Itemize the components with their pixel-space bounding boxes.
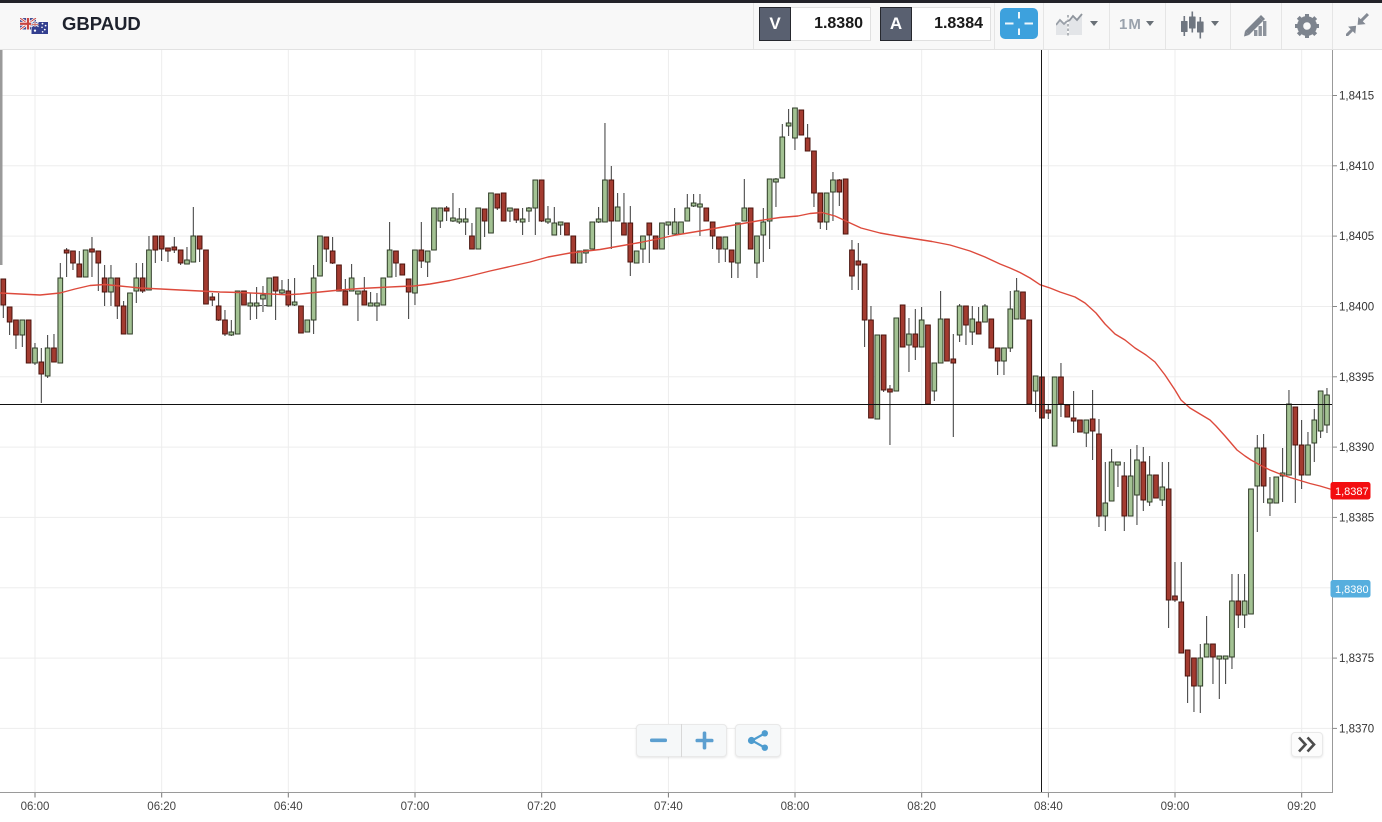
svg-text:07:20: 07:20	[527, 801, 556, 813]
svg-text:1,8385: 1,8385	[1339, 512, 1374, 524]
svg-text:1,8375: 1,8375	[1339, 653, 1374, 665]
svg-text:1,8405: 1,8405	[1339, 231, 1374, 243]
svg-text:06:20: 06:20	[147, 801, 176, 813]
svg-text:07:00: 07:00	[401, 801, 430, 813]
svg-text:06:00: 06:00	[21, 801, 50, 813]
svg-text:09:20: 09:20	[1287, 801, 1316, 813]
svg-text:1,8380: 1,8380	[1335, 584, 1369, 596]
svg-text:1,8370: 1,8370	[1339, 723, 1374, 735]
svg-text:1,8395: 1,8395	[1339, 372, 1374, 384]
svg-text:06:40: 06:40	[274, 801, 303, 813]
svg-text:09:00: 09:00	[1161, 801, 1190, 813]
svg-text:1,8387: 1,8387	[1335, 486, 1369, 498]
svg-text:1,8390: 1,8390	[1339, 442, 1374, 454]
svg-text:07:40: 07:40	[654, 801, 683, 813]
svg-text:08:00: 08:00	[781, 801, 810, 813]
svg-text:08:40: 08:40	[1034, 801, 1063, 813]
svg-text:08:20: 08:20	[907, 801, 936, 813]
svg-text:1,8415: 1,8415	[1339, 91, 1374, 103]
svg-text:1,8410: 1,8410	[1339, 161, 1374, 173]
svg-text:1,8400: 1,8400	[1339, 302, 1374, 314]
